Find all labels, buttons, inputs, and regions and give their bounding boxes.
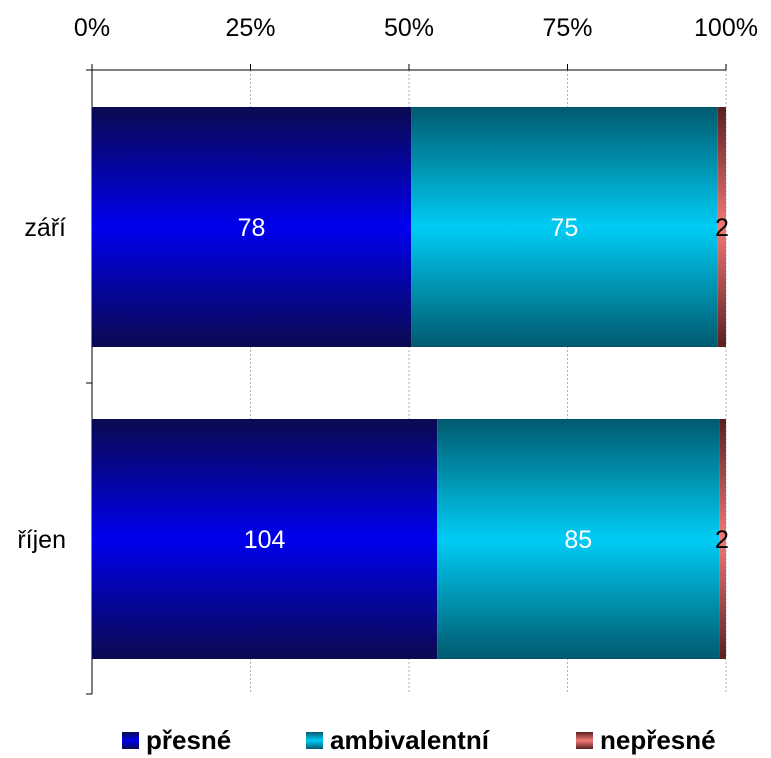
data-label: 2 [715,214,729,242]
bar-segment [437,419,720,659]
data-label: 85 [564,526,592,554]
labels: 0% 25% 50% 75% 100% 78 75 2 září 104 85 2 říjen [17,14,758,554]
legend-swatch-presne [122,731,139,749]
bars [92,107,726,659]
x-tick-label: 50% [384,14,434,42]
legend-item-ambivalentni: ambivalentní [306,722,489,758]
bar-segment [717,107,726,347]
data-label: 75 [551,214,579,242]
bar-segment [719,419,726,659]
legend-label-presne: přesné [146,724,232,755]
x-tick-label: 0% [74,14,110,42]
legend-item-presne: přesné [122,722,231,758]
x-tick-label: 100% [694,14,758,42]
legend: přesné ambivalentní nepřesné [0,722,771,758]
stacked-bar-chart: 0% 25% 50% 75% 100% 78 75 2 září 104 85 2 říjen [17,14,758,695]
legend-swatch-nepresne [576,731,593,749]
category-label: září [24,214,66,242]
data-label: 78 [238,214,266,242]
x-tick-label: 75% [542,14,592,42]
bar-segment [92,419,438,659]
legend-swatch-ambivalentni [306,731,323,749]
bar-segment [411,107,718,347]
legend-label-ambivalentni: ambivalentní [330,724,489,755]
x-tick-label: 25% [225,14,275,42]
category-label: říjen [17,526,66,554]
bar-segment [92,107,412,347]
data-label: 2 [715,526,729,554]
legend-item-nepresne: nepřesné [576,722,716,758]
data-label: 104 [244,526,286,554]
legend-label-nepresne: nepřesné [600,724,716,755]
